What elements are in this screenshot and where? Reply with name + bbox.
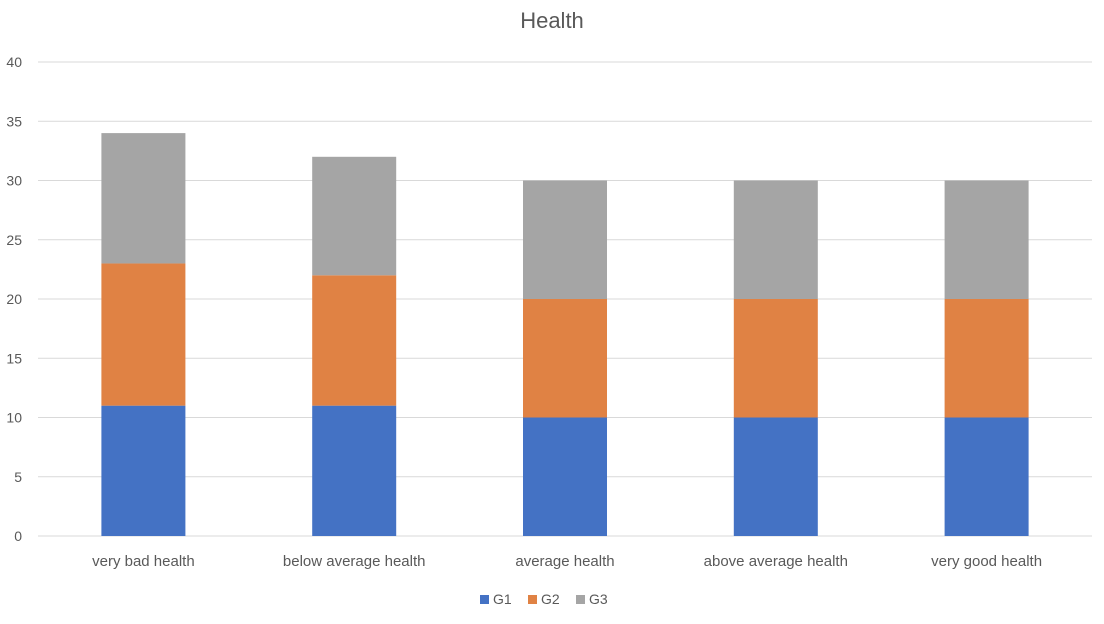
bar-g2-1 — [312, 275, 397, 406]
x-axis-categories: very bad health below average health avera… — [92, 553, 1042, 570]
bar-g2-2 — [523, 299, 607, 418]
legend: G1 G2 G3 — [480, 591, 608, 607]
bar-g2-4 — [944, 299, 1029, 418]
bar-g3-3 — [733, 180, 818, 299]
legend-swatch-g1 — [480, 595, 489, 604]
x-category-label: average health — [515, 553, 614, 570]
x-category-label: very bad health — [92, 553, 195, 570]
x-category-label: above average health — [704, 553, 848, 570]
y-tick-label: 20 — [6, 291, 22, 307]
legend-label-g2: G2 — [541, 591, 560, 607]
bar-g2-3 — [733, 299, 818, 418]
bar-g2-0 — [101, 263, 186, 406]
legend-swatch-g2 — [528, 595, 537, 604]
chart-title: Health — [520, 8, 584, 33]
bar-g1-1 — [312, 405, 397, 536]
bar-g1-4 — [944, 417, 1029, 536]
y-tick-label: 30 — [6, 173, 22, 189]
y-tick-label: 25 — [6, 232, 22, 248]
bar-g1-3 — [733, 417, 818, 536]
y-tick-label: 40 — [6, 54, 22, 70]
y-axis-ticks: 0 5 10 15 20 25 30 35 40 — [6, 54, 22, 544]
x-category-label: below average health — [283, 553, 426, 570]
y-tick-label: 10 — [6, 410, 22, 426]
bar-g3-0 — [101, 133, 186, 264]
bar-g1-0 — [101, 405, 186, 536]
legend-label-g1: G1 — [493, 591, 512, 607]
y-tick-label: 15 — [6, 350, 22, 366]
bar-g3-4 — [944, 180, 1029, 299]
y-tick-label: 35 — [6, 113, 22, 129]
bars — [101, 133, 1029, 536]
y-tick-label: 0 — [14, 528, 22, 544]
x-category-label: very good health — [931, 553, 1042, 570]
legend-label-g3: G3 — [589, 591, 608, 607]
y-tick-label: 5 — [14, 469, 22, 485]
bar-g3-2 — [523, 180, 607, 299]
bar-g3-1 — [312, 156, 397, 276]
legend-swatch-g3 — [576, 595, 585, 604]
bar-g1-2 — [523, 417, 607, 536]
